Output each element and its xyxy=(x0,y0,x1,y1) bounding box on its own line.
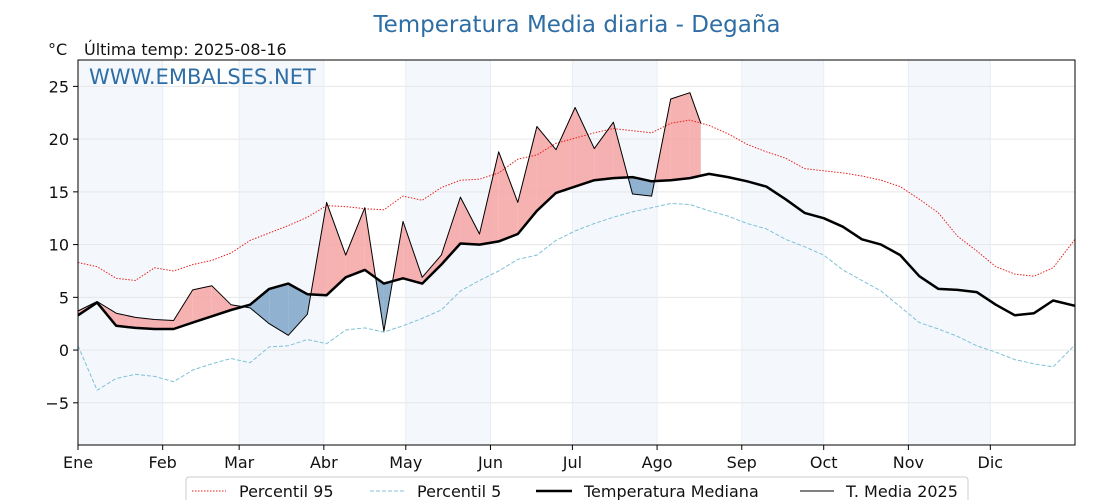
month-band-2 xyxy=(239,60,324,445)
month-band-1 xyxy=(78,60,163,445)
month-band-6 xyxy=(908,60,991,445)
month-band-4 xyxy=(572,60,658,445)
warm-anomaly-fill xyxy=(498,151,518,242)
y-tick-label: −5 xyxy=(45,394,69,413)
chart-title: Temperatura Media diaria - Degaña xyxy=(372,12,780,38)
series-line-percentil-95 xyxy=(77,119,1076,282)
plot-frame xyxy=(77,59,1076,446)
warm-anomaly-fill xyxy=(594,122,614,181)
x-tick-label: Nov xyxy=(893,453,924,472)
x-tick-label: Oct xyxy=(810,453,838,472)
warm-anomaly-fill xyxy=(192,285,212,323)
warm-anomaly-fill xyxy=(154,319,174,329)
unit-label: °C xyxy=(48,40,67,59)
last-temp-label: Última temp: 2025-08-16 xyxy=(84,40,287,59)
warm-anomaly-fill xyxy=(479,151,499,245)
y-tick-label: 25 xyxy=(49,77,69,96)
x-tick-label: May xyxy=(389,453,422,472)
warm-anomaly-fill xyxy=(173,289,193,329)
warm-anomaly-fill xyxy=(689,92,701,179)
series-line-2025 xyxy=(77,92,702,336)
legend-box xyxy=(185,476,969,500)
cold-anomaly-fill xyxy=(288,283,308,336)
x-tick-label: Jun xyxy=(477,453,503,472)
warm-anomaly-fill xyxy=(517,126,537,235)
warm-anomaly-fill xyxy=(135,317,155,329)
warm-anomaly-fill xyxy=(326,202,346,296)
x-tick-label: Abr xyxy=(310,453,338,472)
x-tick-label: Feb xyxy=(149,453,177,472)
watermark: WWW.EMBALSES.NET xyxy=(89,65,316,89)
x-tick-label: Jul xyxy=(562,453,582,472)
cold-anomaly-fill xyxy=(269,283,289,336)
warm-anomaly-fill xyxy=(575,107,595,187)
cold-anomaly-fill xyxy=(250,288,270,324)
warm-anomaly-fill xyxy=(211,285,231,317)
x-tick-label: Ago xyxy=(642,453,673,472)
month-band-5 xyxy=(741,60,824,445)
y-tick-label: 15 xyxy=(49,183,69,202)
legend-label-p95: Percentil 95 xyxy=(239,482,334,500)
x-tick-label: Dic xyxy=(978,453,1004,472)
y-tick-label: 20 xyxy=(49,130,69,149)
warm-anomaly-fill xyxy=(556,107,576,193)
y-tick-label: 5 xyxy=(59,288,69,307)
x-tick-label: Sep xyxy=(727,453,757,472)
legend-label-p5: Percentil 5 xyxy=(417,482,501,500)
legend: Percentil 95 Percentil 5 Temperatura Med… xyxy=(185,476,969,500)
warm-anomaly-fill xyxy=(670,92,690,181)
legend-label-2025: T. Media 2025 xyxy=(845,482,958,500)
axes: −5 0 5 10 15 20 25 Ene Feb Mar Abr May Jun Jul Ago Sep O… xyxy=(45,77,1003,472)
legend-label-median: Temperatura Mediana xyxy=(583,482,759,500)
series-line-percentil-5 xyxy=(77,202,1076,391)
warm-anomaly-fill xyxy=(345,207,365,278)
x-tick-label: Ene xyxy=(63,453,93,472)
y-tick-label: 10 xyxy=(49,236,69,255)
cold-anomaly-fill xyxy=(632,177,652,197)
warm-anomaly-fill xyxy=(422,255,442,284)
x-tick-label: Mar xyxy=(224,453,255,472)
series-lines xyxy=(77,92,1076,391)
y-tick-label: 0 xyxy=(59,341,69,360)
warm-anomaly-fill xyxy=(460,197,480,245)
warm-anomaly-fill xyxy=(536,126,557,211)
anomaly-fills xyxy=(78,92,701,336)
